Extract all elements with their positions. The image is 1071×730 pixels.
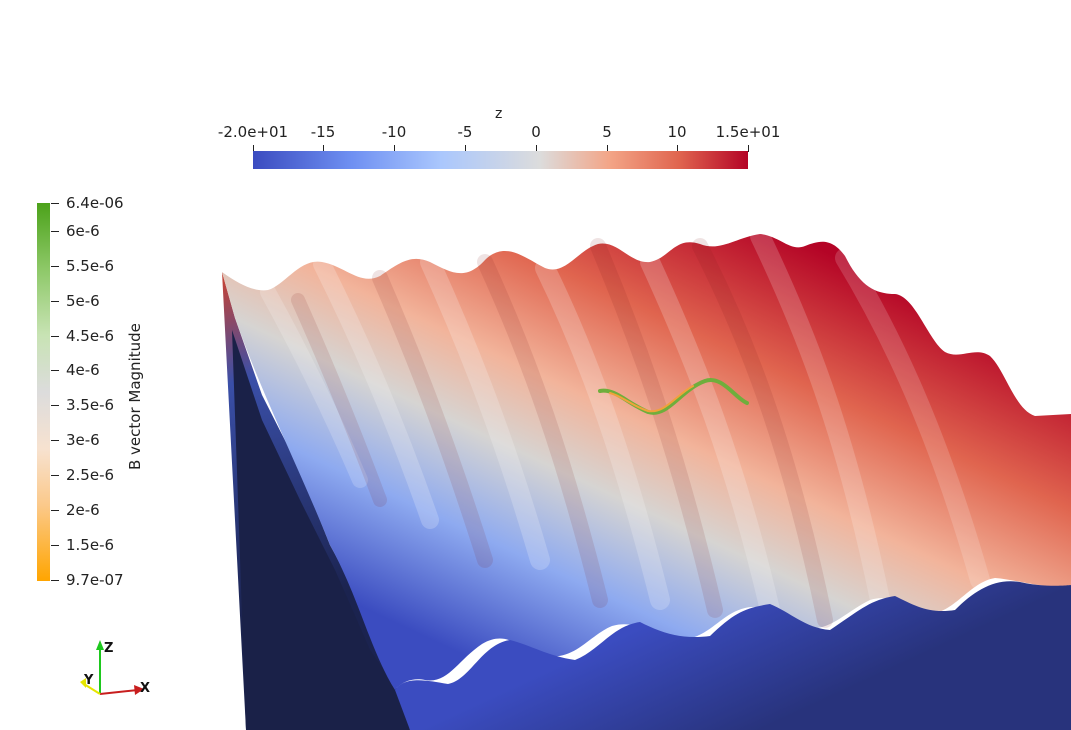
b-tick-mark bbox=[51, 370, 59, 371]
b-magnitude-scalar-bar[interactable] bbox=[37, 203, 50, 581]
z-tick-label: -5 bbox=[457, 123, 473, 141]
b-tick-mark bbox=[51, 231, 59, 232]
b-tick-mark bbox=[51, 405, 59, 406]
orientation-axes-widget[interactable]: Z X Y bbox=[70, 632, 160, 702]
z-tick-label: 1.5e+01 bbox=[715, 123, 781, 141]
y-axis-arrow-icon bbox=[80, 678, 86, 688]
wavy-surface bbox=[222, 234, 1071, 690]
z-tick-mark bbox=[748, 145, 749, 152]
b-tick-label: 2.5e-6 bbox=[66, 466, 115, 484]
streamline-curve-core bbox=[609, 385, 694, 413]
z-scalar-bar-title: z bbox=[495, 106, 503, 122]
b-magnitude-scalar-bar-title: B vector Magnitude bbox=[126, 323, 144, 470]
b-tick-mark bbox=[51, 580, 59, 581]
z-tick-label: 10 bbox=[667, 123, 687, 141]
b-tick-mark bbox=[51, 545, 59, 546]
z-tick-mark bbox=[323, 145, 324, 152]
b-tick-label: 6e-6 bbox=[66, 222, 100, 240]
b-tick-label: 4e-6 bbox=[66, 361, 100, 379]
z-tick-mark bbox=[394, 145, 395, 152]
x-axis-arrow-icon bbox=[134, 685, 144, 695]
z-tick-mark bbox=[607, 145, 608, 152]
b-tick-mark bbox=[51, 336, 59, 337]
b-tick-label: 3.5e-6 bbox=[66, 396, 115, 414]
z-tick-mark bbox=[536, 145, 537, 152]
z-tick-label: -15 bbox=[310, 123, 336, 141]
b-tick-mark bbox=[51, 203, 59, 204]
z-tick-label: 0 bbox=[531, 123, 541, 141]
surface-side-shadow bbox=[232, 330, 410, 730]
b-tick-label: 3e-6 bbox=[66, 431, 100, 449]
z-tick-label: -2.0e+01 bbox=[217, 123, 289, 141]
y-axis-line bbox=[83, 683, 101, 695]
b-tick-label: 4.5e-6 bbox=[66, 327, 115, 345]
surface-ridges bbox=[260, 226, 990, 628]
b-tick-mark bbox=[51, 475, 59, 476]
b-tick-mark bbox=[51, 301, 59, 302]
z-scalar-bar[interactable] bbox=[253, 151, 748, 169]
z-tick-label: -10 bbox=[381, 123, 407, 141]
b-tick-label: 1.5e-6 bbox=[66, 536, 115, 554]
surface-floor bbox=[395, 581, 1071, 730]
b-tick-mark bbox=[51, 266, 59, 267]
b-tick-label: 2e-6 bbox=[66, 501, 100, 519]
b-tick-label: 6.4e-06 bbox=[66, 194, 124, 212]
z-axis-arrow-icon bbox=[96, 640, 104, 650]
z-tick-mark bbox=[253, 145, 254, 152]
z-axis-label: Z bbox=[104, 641, 113, 656]
b-tick-label: 5.5e-6 bbox=[66, 257, 115, 275]
z-tick-mark bbox=[677, 145, 678, 152]
y-axis-label: Y bbox=[83, 673, 94, 688]
z-tick-label: 5 bbox=[602, 123, 612, 141]
b-tick-mark bbox=[51, 510, 59, 511]
b-tick-label: 9.7e-07 bbox=[66, 571, 124, 589]
x-axis-label: X bbox=[140, 681, 150, 696]
b-tick-mark bbox=[51, 440, 59, 441]
b-tick-label: 5e-6 bbox=[66, 292, 100, 310]
x-axis-line bbox=[99, 689, 139, 695]
z-tick-mark bbox=[465, 145, 466, 152]
